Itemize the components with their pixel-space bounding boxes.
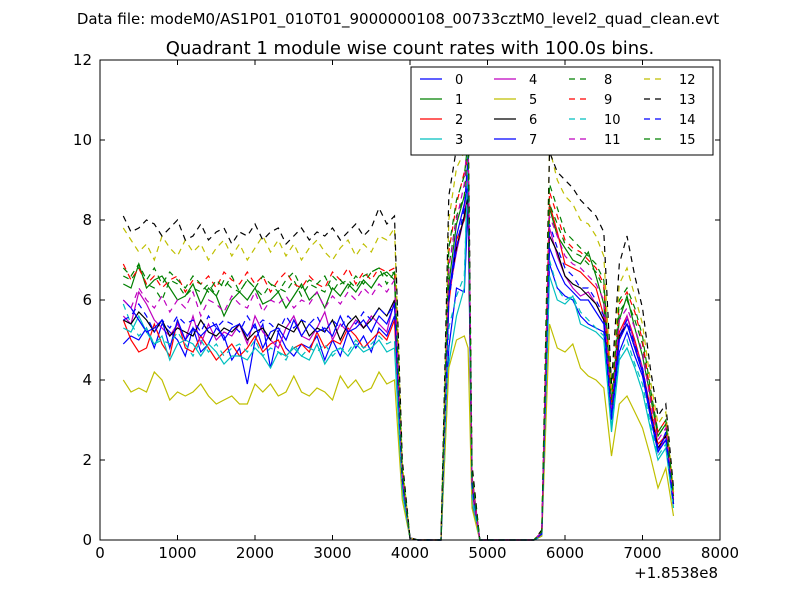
series-line-13 [122,107,675,541]
x-tick-label: 8000 [701,544,739,562]
legend-label-14: 14 [679,113,696,128]
legend-label-13: 13 [679,93,696,108]
legend-box [410,66,714,156]
y-tick-label: 12 [73,51,92,69]
y-tick-label: 4 [82,371,92,389]
series-line-12 [122,131,675,541]
legend-label-0: 0 [455,73,463,88]
legend-label-15: 15 [679,133,696,148]
series-line-14 [123,155,675,541]
legend-label-9: 9 [604,93,612,108]
x-tick-label: 4000 [391,544,429,562]
x-tick-label: 6000 [546,544,584,562]
axis-ticks: 0 1000 2000 3000 4000 5000 6000 7000 80000246810… [73,51,739,562]
legend-label-7: 7 [529,133,537,148]
series-line-5 [122,323,675,541]
series-line-10 [122,159,675,541]
figure-suptitle: Data file: modeM0/AS1P01_010T01_90000001… [77,10,719,29]
y-tick-label: 6 [82,291,92,309]
x-tick-label: 2000 [236,544,274,562]
x-tick-label: 3000 [313,544,351,562]
y-tick-label: 0 [82,531,92,549]
y-tick-label: 10 [73,131,92,149]
x-tick-label: 5000 [468,544,506,562]
legend-label-11: 11 [604,133,621,148]
legend-label-10: 10 [604,113,621,128]
legend-label-6: 6 [529,113,537,128]
chart-title: Quadrant 1 module wise count rates with … [166,38,655,59]
x-tick-label: 1000 [158,544,196,562]
x-tick-label: 0 [95,544,105,562]
legend-label-1: 1 [455,93,463,108]
x-axis-offset-label: +1.8538e8 [634,564,718,582]
y-tick-label: 8 [82,211,92,229]
legend-label-5: 5 [529,93,537,108]
legend-label-3: 3 [455,133,463,148]
x-tick-label: 7000 [623,544,661,562]
legend-label-8: 8 [604,73,612,88]
series-line-11 [122,123,675,541]
y-tick-label: 2 [82,451,92,469]
legend-label-12: 12 [679,73,696,88]
series-line-15 [122,139,675,541]
legend-label-4: 4 [529,73,537,88]
legend-label-2: 2 [455,113,463,128]
series-layer [122,107,675,541]
